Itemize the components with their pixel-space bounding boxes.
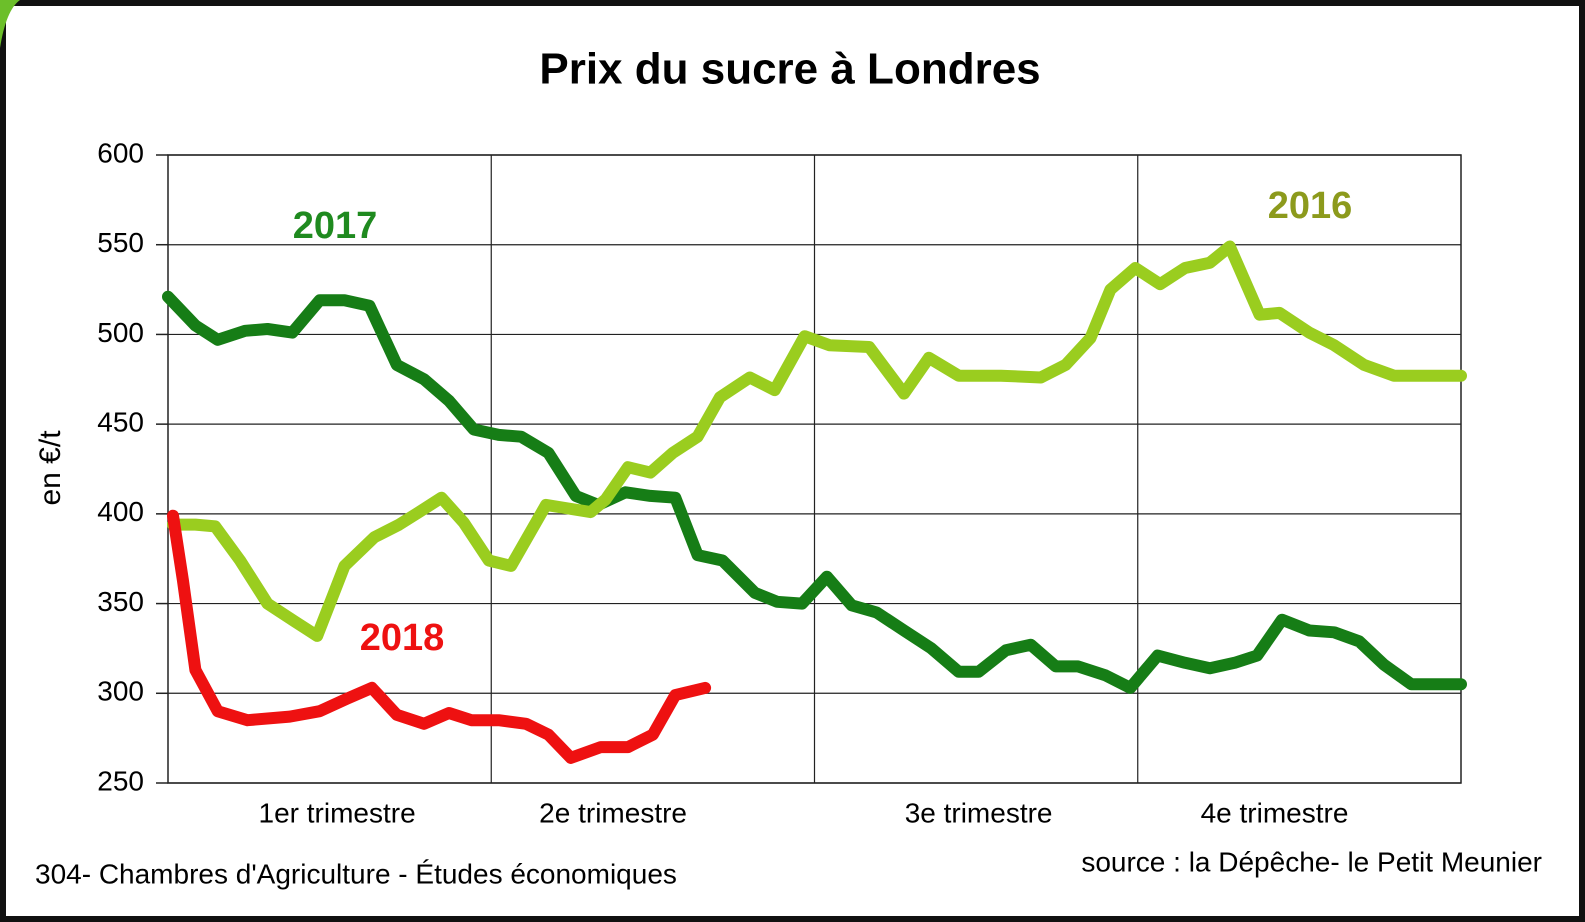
series-label: 2016 bbox=[1268, 185, 1353, 227]
x-tick-label: 2e trimestre bbox=[539, 797, 687, 828]
y-tick-label: 450 bbox=[97, 407, 144, 438]
y-tick-label: 250 bbox=[97, 765, 144, 796]
series-line bbox=[167, 509, 712, 764]
series-line bbox=[162, 290, 1467, 694]
y-tick-label: 400 bbox=[97, 496, 144, 527]
corner-accent bbox=[0, 0, 20, 48]
y-axis-label: en €/t bbox=[34, 430, 67, 506]
chart-title: Prix du sucre à Londres bbox=[539, 45, 1040, 94]
y-tick-label: 600 bbox=[97, 137, 144, 168]
series-label: 2017 bbox=[293, 205, 378, 247]
y-tick-label: 500 bbox=[97, 317, 144, 348]
series-line bbox=[167, 240, 1467, 642]
x-tick-label: 4e trimestre bbox=[1201, 797, 1349, 828]
y-tick-label: 300 bbox=[97, 676, 144, 707]
y-tick-label: 350 bbox=[97, 586, 144, 617]
x-tick-label: 1er trimestre bbox=[259, 797, 416, 828]
footer-left: 304- Chambres d'Agriculture - Études éco… bbox=[35, 858, 677, 889]
y-tick-label: 550 bbox=[97, 227, 144, 258]
x-tick-label: 3e trimestre bbox=[905, 797, 1053, 828]
series-label: 2018 bbox=[360, 617, 445, 659]
footer-right: source : la Dépêche- le Petit Meunier bbox=[1081, 846, 1542, 877]
